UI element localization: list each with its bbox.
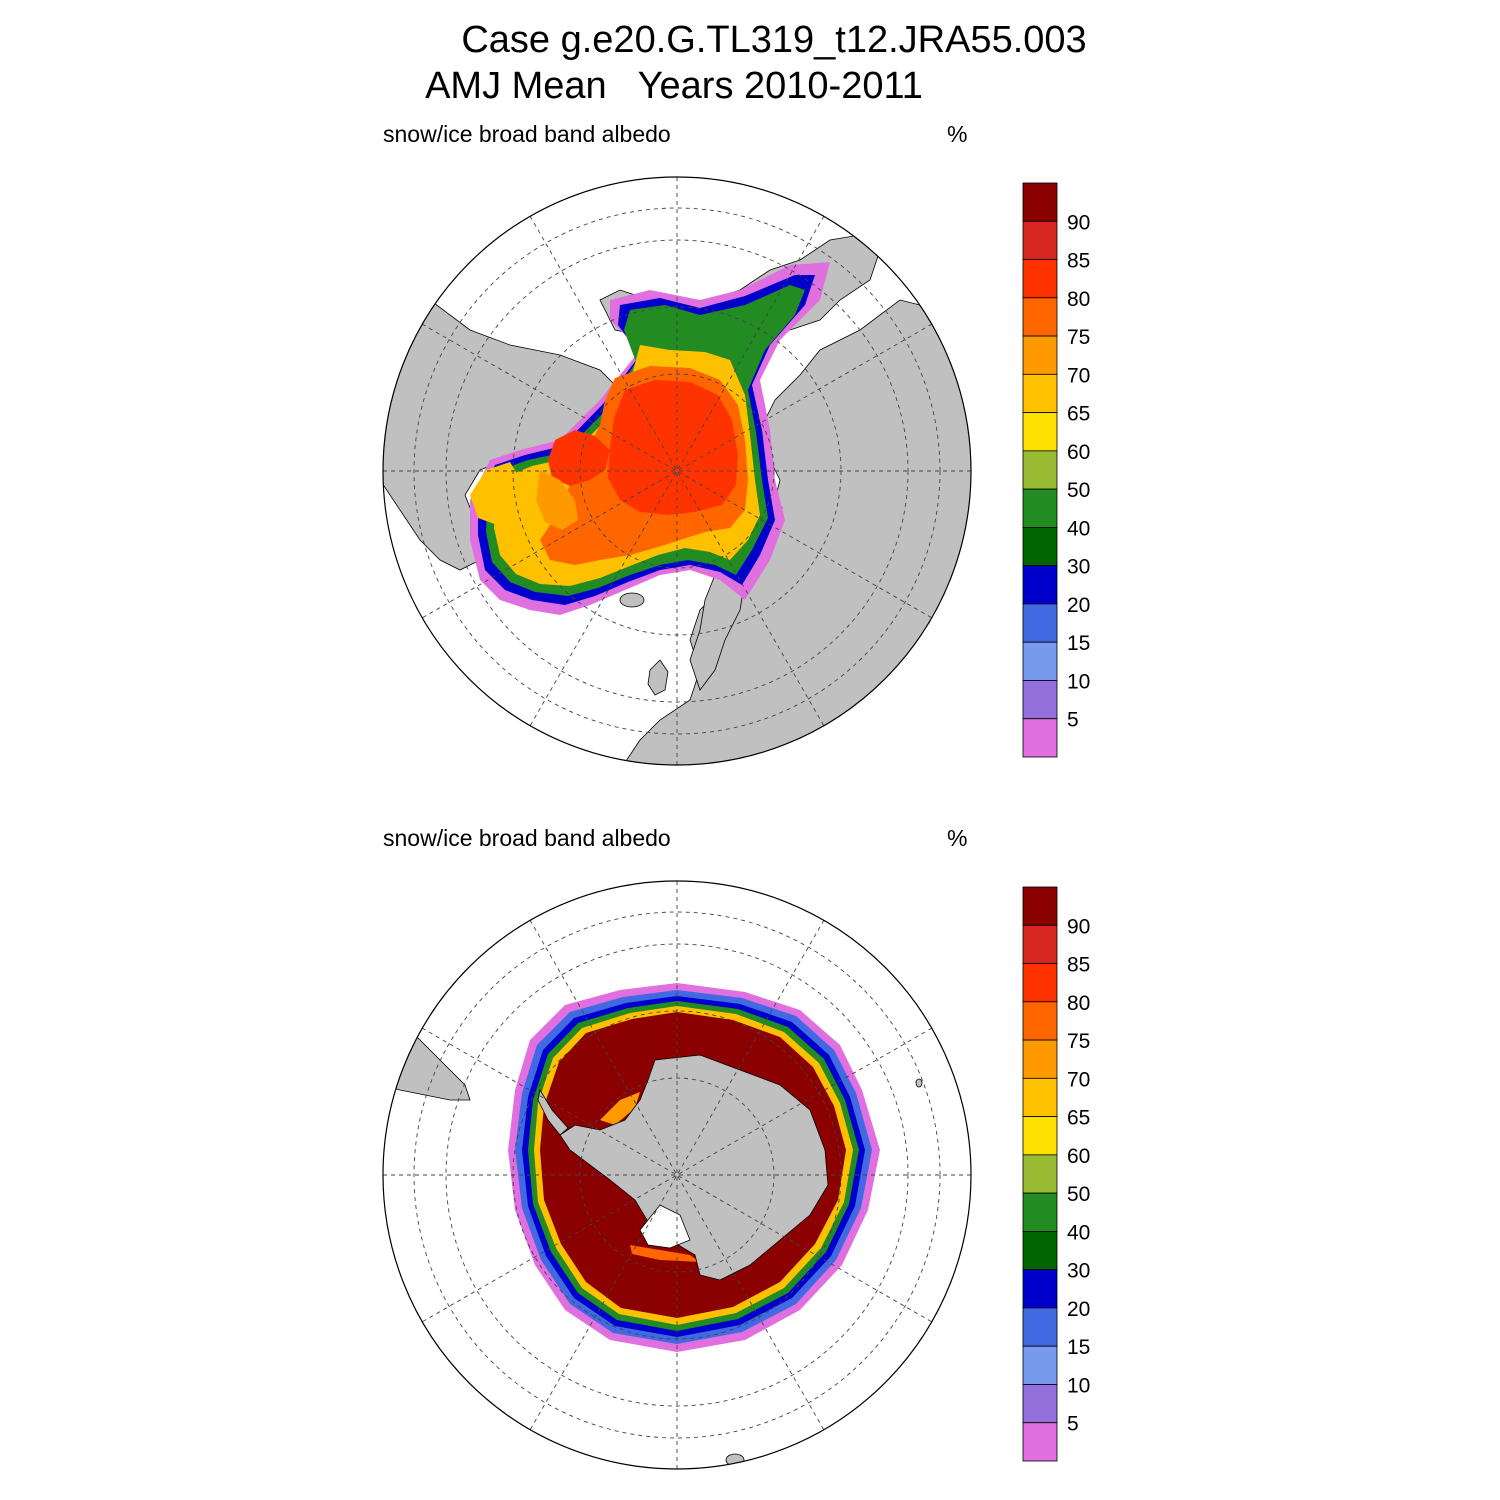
colorbar-swatch bbox=[1022, 1039, 1058, 1079]
south-latitude-circle bbox=[413, 911, 941, 1439]
colorbar-tick-label: 85 bbox=[1067, 250, 1090, 273]
colorbar-swatch bbox=[1022, 182, 1058, 222]
colorbar-tick-label: 65 bbox=[1067, 1107, 1090, 1130]
colorbar-tick-label: 70 bbox=[1067, 364, 1090, 387]
colorbar-swatch bbox=[1022, 488, 1058, 528]
south-meridian bbox=[421, 1027, 933, 1323]
colorbar-swatch bbox=[1022, 1422, 1058, 1462]
plot-title-case: Case g.e20.G.TL319_t12.JRA55.003 bbox=[461, 19, 1087, 61]
north-meridian bbox=[529, 215, 825, 727]
colorbar-tick-label: 5 bbox=[1067, 709, 1079, 732]
south-meridian bbox=[529, 919, 825, 1431]
colorbar-swatch bbox=[1022, 1077, 1058, 1118]
antarctic-peninsula bbox=[537, 1088, 569, 1136]
colorbar-swatch bbox=[1022, 718, 1058, 758]
south-latitude-circle bbox=[445, 943, 909, 1407]
colorbar-tick-label: 20 bbox=[1067, 594, 1090, 617]
iceland-landmass bbox=[619, 592, 645, 608]
hudson-bay-ice bbox=[470, 462, 522, 526]
colorbar-tick-label: 20 bbox=[1067, 1298, 1090, 1321]
north-latitude-circle bbox=[413, 207, 941, 735]
colorbar-tick-label: 90 bbox=[1067, 915, 1090, 938]
north-latitude-circle bbox=[579, 373, 775, 569]
colorbar-tick-label: 15 bbox=[1067, 632, 1090, 655]
colorbar-swatch bbox=[1022, 259, 1058, 299]
north-meridian bbox=[529, 215, 825, 727]
colorbar-tick-label: 70 bbox=[1067, 1068, 1090, 1091]
colorbar-swatch bbox=[1022, 963, 1058, 1003]
kerguelen-island bbox=[915, 1078, 923, 1088]
north-colorbar: 90 85 80 75 70 65 60 50 40 30 20 15 10 5 bbox=[1022, 182, 1090, 758]
colorbar-tick-label: 5 bbox=[1067, 1413, 1079, 1436]
colorbar-tick-label: 90 bbox=[1067, 211, 1090, 234]
colorbar-swatch bbox=[1022, 1192, 1058, 1232]
colorbar-swatch bbox=[1022, 450, 1058, 490]
colorbar-swatch bbox=[1022, 412, 1058, 452]
colorbar-swatch bbox=[1022, 1269, 1058, 1309]
colorbar-tick-label: 85 bbox=[1067, 954, 1090, 977]
south-graticule bbox=[383, 881, 971, 1469]
colorbar-swatch bbox=[1022, 1231, 1058, 1271]
north-latitude-circle bbox=[445, 239, 909, 703]
colorbar-tick-label: 75 bbox=[1067, 1030, 1090, 1053]
colorbar-swatch bbox=[1022, 1154, 1058, 1194]
colorbar-tick-label: 65 bbox=[1067, 403, 1090, 426]
south-latitude-circle bbox=[579, 1077, 775, 1273]
north-meridian bbox=[421, 323, 933, 619]
north-graticule bbox=[383, 177, 971, 765]
british-isles-landmass bbox=[647, 659, 669, 696]
colorbar-swatch bbox=[1022, 373, 1058, 414]
colorbar-tick-label: 40 bbox=[1067, 517, 1090, 540]
colorbar-tick-label: 10 bbox=[1067, 670, 1090, 693]
colorbar-swatch bbox=[1022, 1345, 1058, 1385]
colorbar-tick-label: 30 bbox=[1067, 1260, 1090, 1283]
north-ice-core-85pct bbox=[608, 380, 738, 515]
colorbar-tick-label: 10 bbox=[1067, 1374, 1090, 1397]
baffin-bay-ice bbox=[536, 470, 578, 530]
colorbar-tick-label: 15 bbox=[1067, 1336, 1090, 1359]
north-map-border bbox=[382, 176, 972, 766]
colorbar-tick-label: 80 bbox=[1067, 992, 1090, 1015]
colorbar-swatch bbox=[1022, 1384, 1058, 1424]
plot-title-period: AMJ Mean Years 2010-2011 bbox=[425, 65, 923, 107]
colorbar-tick-label: 30 bbox=[1067, 556, 1090, 579]
colorbar-swatch bbox=[1022, 297, 1058, 337]
south-meridian bbox=[529, 919, 825, 1431]
weddell-sea-streak bbox=[600, 1092, 640, 1125]
south-meridian bbox=[421, 1027, 933, 1323]
colorbar-swatch bbox=[1022, 1307, 1058, 1347]
colorbar-tick-label: 40 bbox=[1067, 1221, 1090, 1244]
colorbar-swatch bbox=[1022, 1001, 1058, 1041]
colorbar-swatch bbox=[1022, 1116, 1058, 1156]
south-map-border bbox=[382, 880, 972, 1470]
colorbar-swatch bbox=[1022, 641, 1058, 681]
ross-sea-streak bbox=[630, 1245, 700, 1262]
colorbar-tick-label: 60 bbox=[1067, 1145, 1090, 1168]
south-colorbar: 90 85 80 75 70 65 60 50 40 30 20 15 10 5 bbox=[1022, 886, 1090, 1462]
north-polar-map bbox=[382, 176, 972, 766]
colorbar-tick-label: 75 bbox=[1067, 326, 1090, 349]
colorbar-tick-label: 50 bbox=[1067, 479, 1090, 502]
colorbar-swatch bbox=[1022, 680, 1058, 720]
north-meridian bbox=[421, 323, 933, 619]
colorbar-swatch bbox=[1022, 565, 1058, 605]
north-sea-ice-field bbox=[470, 262, 830, 615]
colorbar-tick-label: 50 bbox=[1067, 1183, 1090, 1206]
colorbar-swatch bbox=[1022, 335, 1058, 375]
colorbar-swatch bbox=[1022, 886, 1058, 926]
colorbar-swatch bbox=[1022, 220, 1058, 260]
canadian-archipelago-ice bbox=[548, 430, 610, 486]
colorbar-tick-label: 80 bbox=[1067, 288, 1090, 311]
colorbar-tick-label: 60 bbox=[1067, 441, 1090, 464]
south-panel-variable-label: snow/ice broad band albedo bbox=[383, 825, 671, 851]
colorbar-swatch bbox=[1022, 527, 1058, 567]
south-panel-units-label: % bbox=[947, 825, 968, 851]
south-polar-map bbox=[382, 880, 972, 1470]
colorbar-swatch bbox=[1022, 924, 1058, 964]
north-panel-variable-label: snow/ice broad band albedo bbox=[383, 121, 671, 147]
colorbar-swatch bbox=[1022, 603, 1058, 643]
north-panel-units-label: % bbox=[947, 121, 968, 147]
